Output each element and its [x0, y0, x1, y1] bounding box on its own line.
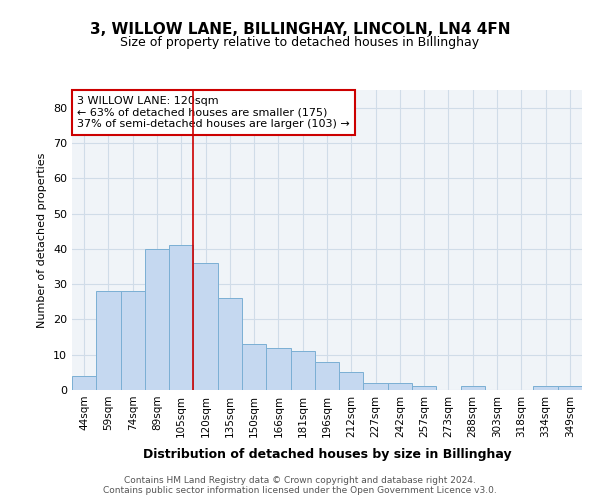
Text: 3, WILLOW LANE, BILLINGHAY, LINCOLN, LN4 4FN: 3, WILLOW LANE, BILLINGHAY, LINCOLN, LN4… — [90, 22, 510, 38]
Bar — [169, 246, 193, 390]
Bar — [461, 386, 485, 390]
Text: Size of property relative to detached houses in Billinghay: Size of property relative to detached ho… — [121, 36, 479, 49]
Bar — [315, 362, 339, 390]
Bar — [339, 372, 364, 390]
Bar — [121, 291, 145, 390]
Y-axis label: Number of detached properties: Number of detached properties — [37, 152, 47, 328]
Bar — [533, 386, 558, 390]
Bar — [193, 263, 218, 390]
Bar — [558, 386, 582, 390]
Text: Contains HM Land Registry data © Crown copyright and database right 2024.
Contai: Contains HM Land Registry data © Crown c… — [103, 476, 497, 495]
Bar — [266, 348, 290, 390]
Bar — [218, 298, 242, 390]
Text: 3 WILLOW LANE: 120sqm
← 63% of detached houses are smaller (175)
37% of semi-det: 3 WILLOW LANE: 120sqm ← 63% of detached … — [77, 96, 350, 129]
Bar — [364, 383, 388, 390]
Bar — [145, 249, 169, 390]
Bar — [72, 376, 96, 390]
Bar — [290, 351, 315, 390]
Bar — [242, 344, 266, 390]
Bar — [96, 291, 121, 390]
X-axis label: Distribution of detached houses by size in Billinghay: Distribution of detached houses by size … — [143, 448, 511, 461]
Bar — [412, 386, 436, 390]
Bar — [388, 383, 412, 390]
